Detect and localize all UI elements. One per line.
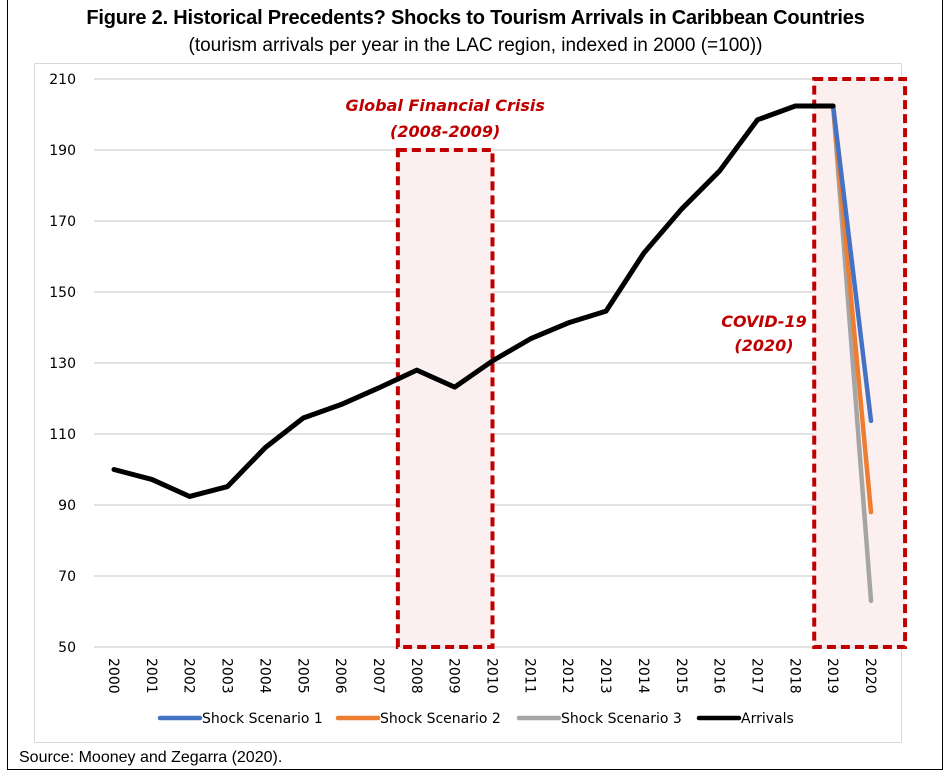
series-line-shock-scenario-1 — [830, 103, 874, 424]
series-line-arrivals — [111, 103, 836, 499]
figure-frame — [7, 0, 943, 770]
source-note: Source: Mooney and Zegarra (2020). — [19, 749, 283, 766]
x-tick-label: 2001 — [143, 658, 159, 694]
x-tick-label: 2005 — [294, 658, 310, 694]
x-tick-label: 2007 — [370, 658, 386, 694]
x-tick-label: 2011 — [521, 658, 537, 694]
annotation-labels: Global Financial Crisis (2008-2009) COVID-… — [346, 96, 807, 355]
legend-label: Shock Scenario 1 — [202, 711, 323, 727]
x-tick-label: 2000 — [105, 658, 121, 694]
annotation-label-gfc: (2008-2009) — [390, 122, 500, 141]
x-axis-ticks: 2000 2001 2002 2003 2004 2005 2006 2007 2008 2009… — [105, 658, 878, 694]
x-tick-label: 2009 — [446, 658, 462, 694]
y-tick-label: 130 — [49, 356, 76, 372]
x-tick-label: 2020 — [862, 658, 878, 694]
annotation-shades — [395, 77, 908, 649]
x-tick-label: 2004 — [256, 658, 272, 694]
x-tick-label: 2018 — [786, 658, 802, 694]
y-axis-ticks: 50 70 90 110 130 150 170 190 210 — [49, 72, 76, 656]
x-tick-label: 2006 — [332, 658, 348, 694]
legend-label: Shock Scenario 3 — [561, 711, 682, 727]
y-tick-label: 50 — [58, 640, 76, 656]
chart-title: Figure 2. Historical Precedents? Shocks … — [86, 7, 865, 29]
x-tick-label: 2013 — [597, 658, 613, 694]
x-tick-label: 2019 — [824, 658, 840, 694]
legend-label: Shock Scenario 2 — [380, 711, 501, 727]
annotation-label-covid: COVID-19 — [721, 312, 807, 331]
x-tick-label: 2015 — [673, 658, 689, 694]
chart-subtitle: (tourism arrivals per year in the LAC re… — [188, 35, 763, 56]
legend-label: Arrivals — [741, 711, 794, 727]
y-tick-label: 150 — [49, 285, 76, 301]
annotation-label-covid: (2020) — [734, 336, 793, 355]
y-tick-label: 170 — [49, 214, 76, 230]
annotation-box — [395, 148, 495, 649]
x-tick-label: 2003 — [219, 658, 235, 694]
x-tick-label: 2010 — [484, 658, 500, 694]
y-tick-label: 210 — [49, 72, 76, 88]
legend: Shock Scenario 1 Shock Scenario 2 Shock Sc… — [157, 711, 794, 727]
y-tick-label: 90 — [58, 498, 76, 514]
x-tick-label: 2012 — [559, 658, 575, 694]
y-tick-label: 110 — [49, 427, 76, 443]
annotation-label-gfc: Global Financial Crisis — [346, 96, 545, 115]
x-tick-label: 2008 — [408, 658, 424, 694]
annotation-box — [812, 77, 908, 649]
series-lines — [111, 103, 874, 604]
x-tick-label: 2016 — [711, 658, 727, 694]
x-tick-label: 2017 — [748, 658, 764, 694]
x-tick-label: 2014 — [635, 658, 651, 694]
y-tick-label: 70 — [58, 569, 76, 585]
y-tick-label: 190 — [49, 143, 76, 159]
x-tick-label: 2002 — [181, 658, 197, 694]
